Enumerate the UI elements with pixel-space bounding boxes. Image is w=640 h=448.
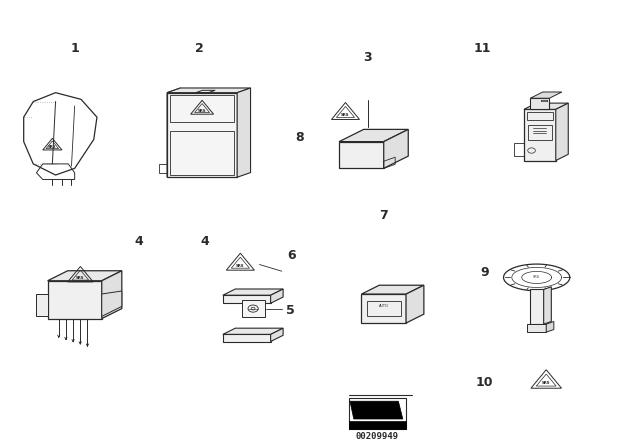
Polygon shape xyxy=(531,98,549,109)
Polygon shape xyxy=(530,289,543,324)
Text: 5: 5 xyxy=(285,304,294,317)
Text: SRS: SRS xyxy=(198,108,206,112)
Polygon shape xyxy=(223,334,271,341)
Polygon shape xyxy=(36,294,47,316)
Polygon shape xyxy=(524,109,556,160)
Polygon shape xyxy=(527,324,546,332)
Text: 7: 7 xyxy=(380,209,388,222)
Text: 1: 1 xyxy=(70,42,79,55)
Polygon shape xyxy=(362,294,406,323)
Text: SRS: SRS xyxy=(48,145,56,149)
Text: SRS: SRS xyxy=(341,113,349,117)
Polygon shape xyxy=(167,88,180,177)
Text: AUTO: AUTO xyxy=(379,304,388,308)
Polygon shape xyxy=(47,281,102,319)
Polygon shape xyxy=(242,300,264,318)
Polygon shape xyxy=(350,401,403,419)
Text: 4: 4 xyxy=(201,235,210,248)
Polygon shape xyxy=(102,271,122,319)
Polygon shape xyxy=(271,289,283,303)
Text: 11: 11 xyxy=(474,42,492,55)
Text: 6: 6 xyxy=(287,249,296,262)
Text: SRS: SRS xyxy=(533,276,540,280)
Polygon shape xyxy=(339,129,408,142)
Text: 2: 2 xyxy=(195,42,204,55)
Polygon shape xyxy=(384,129,408,168)
Polygon shape xyxy=(531,92,562,98)
Text: 8: 8 xyxy=(295,131,304,144)
Polygon shape xyxy=(167,93,237,177)
Text: 10: 10 xyxy=(476,375,493,388)
Text: 00209949: 00209949 xyxy=(356,432,399,441)
Text: 4: 4 xyxy=(134,235,143,248)
Text: SRS: SRS xyxy=(236,263,244,267)
Polygon shape xyxy=(524,103,568,109)
Polygon shape xyxy=(47,271,122,281)
Text: 9: 9 xyxy=(480,267,489,280)
Polygon shape xyxy=(102,291,122,316)
Polygon shape xyxy=(349,421,406,429)
Polygon shape xyxy=(406,285,424,323)
Polygon shape xyxy=(223,328,283,334)
Text: 3: 3 xyxy=(364,51,372,64)
Polygon shape xyxy=(223,289,283,295)
Text: SRS: SRS xyxy=(542,381,550,385)
Text: SRS: SRS xyxy=(76,276,84,280)
Polygon shape xyxy=(362,285,424,294)
Polygon shape xyxy=(271,328,283,341)
Polygon shape xyxy=(223,295,271,303)
Polygon shape xyxy=(556,103,568,160)
Polygon shape xyxy=(546,322,554,332)
Polygon shape xyxy=(167,88,250,93)
Polygon shape xyxy=(237,88,250,177)
Polygon shape xyxy=(543,287,551,324)
Polygon shape xyxy=(339,142,384,168)
